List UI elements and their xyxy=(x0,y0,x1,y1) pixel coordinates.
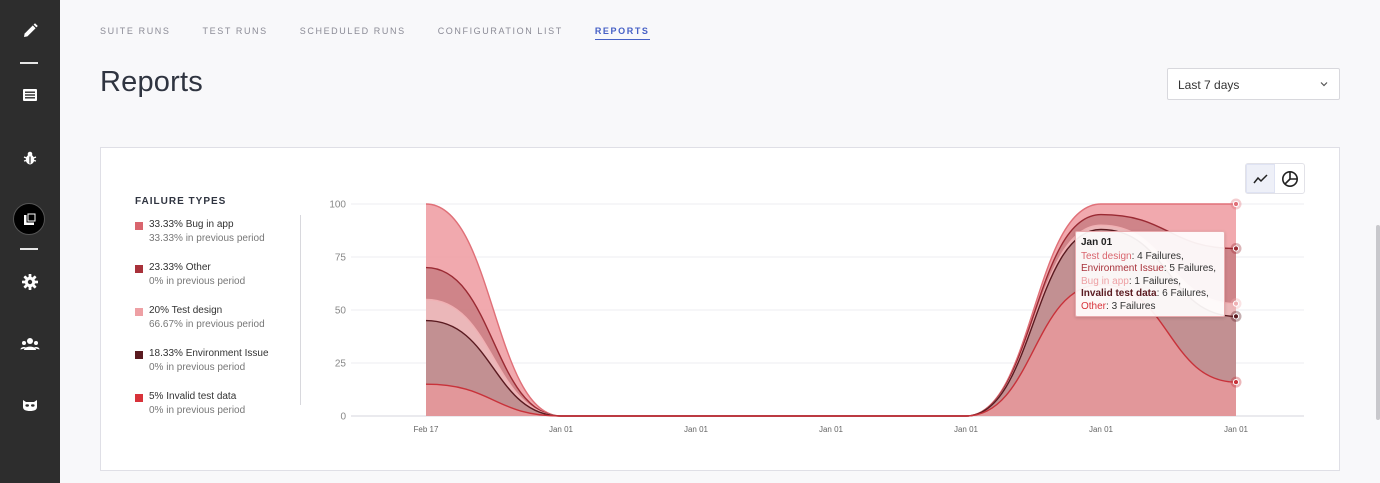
page-title: Reports xyxy=(100,66,203,98)
hover-point xyxy=(1232,300,1240,307)
x-tick-label: Jan 01 xyxy=(1224,425,1249,434)
legend: 33.33% Bug in app 33.33% in previous per… xyxy=(135,218,305,433)
period-select-value: Last 7 days xyxy=(1178,78,1240,92)
hover-point xyxy=(1232,313,1240,320)
series-area xyxy=(426,284,1236,416)
tooltip-row: Test design: 4 Failures, xyxy=(1081,251,1219,264)
chart-tooltip: Jan 01 Test design: 4 Failures, Environm… xyxy=(1075,231,1225,317)
page-scrollbar[interactable] xyxy=(1376,225,1380,420)
legend-item-label: 20% Test design xyxy=(149,305,223,316)
y-tick-label: 0 xyxy=(340,412,346,423)
tooltip-label: Test design xyxy=(1081,250,1132,262)
legend-swatch xyxy=(135,222,143,230)
legend-item-previous: 66.67% in previous period xyxy=(149,319,265,330)
tooltip-value: : 4 Failures, xyxy=(1131,250,1184,262)
legend-item[interactable]: 23.33% Other 0% in previous period xyxy=(135,261,305,304)
tooltip-label: Invalid test data xyxy=(1081,288,1157,299)
copy-icon[interactable] xyxy=(18,207,42,231)
y-tick-label: 50 xyxy=(335,306,347,317)
list-icon[interactable] xyxy=(18,83,42,107)
legend-swatch xyxy=(135,308,143,316)
hover-point xyxy=(1232,245,1240,252)
sidebar-divider xyxy=(20,62,38,64)
legend-item-label: 33.33% Bug in app xyxy=(149,219,234,230)
tooltip-row: Invalid test data: 6 Failures, xyxy=(1081,288,1219,301)
x-tick-label: Jan 01 xyxy=(819,425,844,434)
team-icon[interactable] xyxy=(18,332,42,356)
x-tick-label: Feb 17 xyxy=(414,425,439,434)
tooltip-label: Bug in app xyxy=(1081,275,1129,287)
legend-item-label: 5% Invalid test data xyxy=(149,391,237,402)
tooltip-label: Environment Issue xyxy=(1081,263,1164,274)
tooltip-value: : 5 Failures, xyxy=(1163,263,1217,274)
legend-item[interactable]: 5% Invalid test data 0% in previous peri… xyxy=(135,390,305,433)
legend-item[interactable]: 18.33% Environment Issue 0% in previous … xyxy=(135,347,305,390)
legend-item-label: 18.33% Environment Issue xyxy=(149,348,269,359)
legend-item[interactable]: 20% Test design 66.67% in previous perio… xyxy=(135,304,305,347)
tooltip-value: : 6 Failures, xyxy=(1156,288,1209,299)
tooltip-value: : 1 Failures, xyxy=(1128,275,1182,287)
tab-test-runs[interactable]: TEST RUNS xyxy=(202,26,268,36)
chevron-down-icon xyxy=(1320,82,1328,87)
pencil-icon[interactable] xyxy=(18,19,42,43)
legend-item-previous: 0% in previous period xyxy=(149,276,246,287)
legend-title: FAILURE TYPES xyxy=(135,196,227,207)
tab-scheduled-runs[interactable]: SCHEDULED RUNS xyxy=(299,26,406,36)
top-tabs: SUITE RUNS TEST RUNS SCHEDULED RUNS CONF… xyxy=(100,26,682,46)
x-tick-label: Jan 01 xyxy=(549,425,574,434)
tooltip-row: Environment Issue: 5 Failures, xyxy=(1081,263,1219,276)
tooltip-label: Other xyxy=(1081,300,1107,312)
tab-suite-runs[interactable]: SUITE RUNS xyxy=(100,26,171,36)
legend-item[interactable]: 33.33% Bug in app 33.33% in previous per… xyxy=(135,218,305,261)
y-tick-label: 100 xyxy=(329,200,346,211)
mask-icon[interactable] xyxy=(18,393,42,417)
x-tick-label: Jan 01 xyxy=(954,425,979,434)
x-tick-label: Jan 01 xyxy=(1089,425,1114,434)
failure-report-card: FAILURE TYPES 33.33% Bug in app 33.33% i… xyxy=(100,147,1340,471)
bug-icon[interactable] xyxy=(18,146,42,170)
x-tick-label: Jan 01 xyxy=(684,425,709,434)
legend-divider xyxy=(300,215,301,405)
legend-item-previous: 33.33% in previous period xyxy=(149,233,265,244)
legend-swatch xyxy=(135,394,143,402)
y-tick-label: 75 xyxy=(335,253,347,264)
legend-item-previous: 0% in previous period xyxy=(149,362,246,373)
legend-item-previous: 0% in previous period xyxy=(149,405,246,416)
hover-point xyxy=(1232,378,1240,386)
sidebar-divider xyxy=(20,248,38,250)
tooltip-row: Other: 3 Failures xyxy=(1081,301,1219,314)
legend-swatch xyxy=(135,265,143,273)
line-chart-icon[interactable] xyxy=(1246,164,1275,193)
tab-reports[interactable]: REPORTS xyxy=(594,26,650,40)
tooltip-value: : 3 Failures xyxy=(1106,300,1156,312)
y-tick-label: 25 xyxy=(335,359,347,370)
chart-type-toggle xyxy=(1245,163,1305,194)
hover-point xyxy=(1232,200,1240,208)
tab-configuration-list[interactable]: CONFIGURATION LIST xyxy=(437,26,563,36)
tooltip-title: Jan 01 xyxy=(1081,237,1113,248)
period-select[interactable]: Last 7 days xyxy=(1167,68,1340,100)
legend-swatch xyxy=(135,351,143,359)
legend-item-label: 23.33% Other xyxy=(149,262,211,273)
tooltip-row: Bug in app: 1 Failures, xyxy=(1081,276,1219,289)
sidebar xyxy=(0,0,60,483)
pie-chart-icon[interactable] xyxy=(1275,164,1304,193)
gear-icon[interactable] xyxy=(18,270,42,294)
